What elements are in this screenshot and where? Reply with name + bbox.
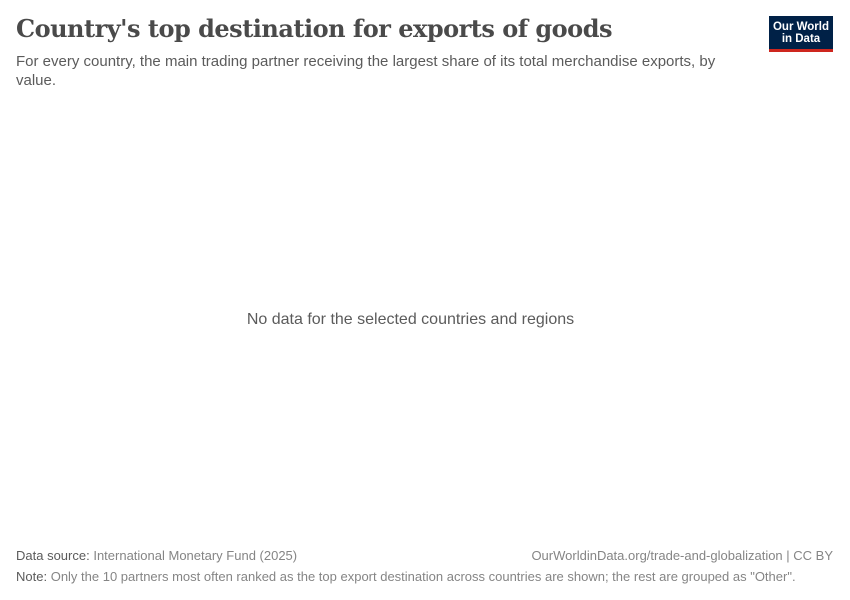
owid-logo[interactable]: Our World in Data [769,16,833,52]
logo-line-1: Our World [772,20,829,33]
data-source-link[interactable]: International Monetary Fund (2025) [93,548,298,563]
note-label: Note: [16,569,48,584]
logo-line-2: in Data [781,32,821,45]
chart-title: Country's top destination for exports of… [16,14,612,43]
data-source: Data source: International Monetary Fund… [16,548,297,563]
no-data-message: No data for the selected countries and r… [246,311,575,328]
source-url-link[interactable]: OurWorldinData.org/trade-and-globalizati… [531,548,833,563]
chart-note: Note: Only the 10 partners most often ra… [16,569,796,584]
data-source-label: Data source: [16,548,90,563]
note-text: Only the 10 partners most often ranked a… [50,569,796,584]
chart-subtitle: For every country, the main trading part… [16,53,716,89]
